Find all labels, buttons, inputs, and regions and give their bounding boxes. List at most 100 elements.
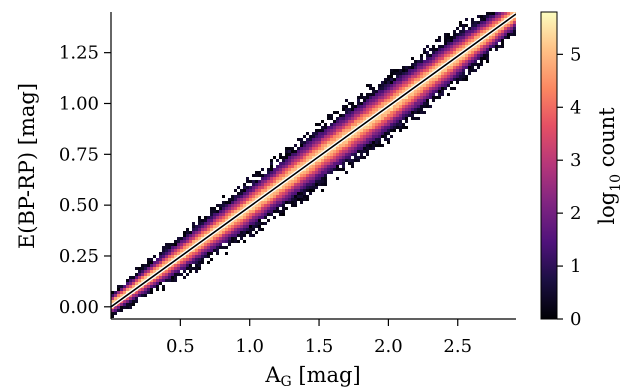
heatmap-cell [366,114,369,117]
heatmap-cell [447,69,450,72]
heatmap-cell [180,237,183,240]
x-axis-label: AG [mag] [264,363,360,388]
heatmap-cell [411,96,414,99]
heatmap-cell [237,231,240,234]
heatmap-cell [420,111,423,114]
heatmap-cell [414,69,417,72]
heatmap-cell [258,210,261,213]
heatmap-cell [183,234,186,237]
heatmap-cell [387,114,390,117]
heatmap-cell [141,264,144,267]
heatmap-cell [270,159,273,162]
heatmap-cell [192,222,195,225]
heatmap-cell [492,36,495,39]
heatmap-cell [291,195,294,198]
heatmap-cell [342,144,345,147]
heatmap-cell [177,246,180,249]
heatmap-cell [471,18,474,21]
heatmap-cell [450,75,453,78]
heatmap-cell [414,90,417,93]
heatmap-cell [339,162,342,165]
heatmap-cell [351,141,354,144]
heatmap-cell [384,120,387,123]
heatmap-cell [270,204,273,207]
heatmap-cell [177,264,180,267]
heatmap-cell [288,168,291,171]
heatmap-cell [423,48,426,51]
heatmap-cell [267,198,270,201]
heatmap-cell [141,294,144,297]
heatmap-cell [360,111,363,114]
heatmap-cell [408,78,411,81]
heatmap-cell [318,135,321,138]
heatmap-cell [468,30,471,33]
heatmap-cell [327,168,330,171]
heatmap-cell [450,42,453,45]
heatmap-cell [345,147,348,150]
heatmap-cell [324,153,327,156]
heatmap-cell [399,114,402,117]
heatmap-cell [321,126,324,129]
heatmap-cell [324,159,327,162]
heatmap-cell [393,114,396,117]
heatmap-cell [153,285,156,288]
heatmap-cell [444,84,447,87]
heatmap-cell [474,45,477,48]
heatmap-cell [426,60,429,63]
heatmap-cell [309,135,312,138]
heatmap-cell [357,144,360,147]
heatmap-cell [378,132,381,135]
heatmap-cell [420,96,423,99]
heatmap-cell [135,294,138,297]
heatmap-cell [351,102,354,105]
heatmap-cell [312,132,315,135]
heatmap-cell [342,126,345,129]
heatmap-cell [372,129,375,132]
heatmap-cell [414,108,417,111]
heatmap-cell [417,93,420,96]
heatmap-cell [234,195,237,198]
heatmap-cell [222,201,225,204]
heatmap-cell [465,57,468,60]
heatmap-cell [420,72,423,75]
heatmap-cell [348,108,351,111]
heatmap-cell [159,267,162,270]
heatmap-cell [240,198,243,201]
heatmap-cell [357,141,360,144]
heatmap-cell [243,231,246,234]
fit-line-core [111,13,516,308]
heatmap-cell [180,261,183,264]
heatmap-cell [477,45,480,48]
heatmap-cell [174,252,177,255]
heatmap-cell [450,39,453,42]
heatmap-cell [144,273,147,276]
heatmap-cell [315,153,318,156]
heatmap-cell [402,84,405,87]
heatmap-cell [477,54,480,57]
heatmap-cell [159,282,162,285]
heatmap-cell [348,162,351,165]
heatmap-cell [189,243,192,246]
heatmap-cell [444,60,447,63]
heatmap-cell [201,261,204,264]
heatmap-cell [498,33,501,36]
heatmap-cell [159,276,162,279]
heatmap-cell [141,267,144,270]
heatmap-cell [303,147,306,150]
heatmap-cell [330,165,333,168]
heatmap-cell [201,258,204,261]
colorbar-tick-label: 1 [570,256,581,277]
heatmap-cell [282,213,285,216]
heatmap-cell [318,123,321,126]
heatmap-cell [282,210,285,213]
heatmap-cell [183,267,186,270]
heatmap-cell [375,102,378,105]
heatmap-cell [210,258,213,261]
heatmap-cell [393,126,396,129]
heatmap-cell [441,48,444,51]
heatmap-cell [420,69,423,72]
heatmap-cell [306,144,309,147]
heatmap-cell [213,240,216,243]
heatmap-cell [291,189,294,192]
